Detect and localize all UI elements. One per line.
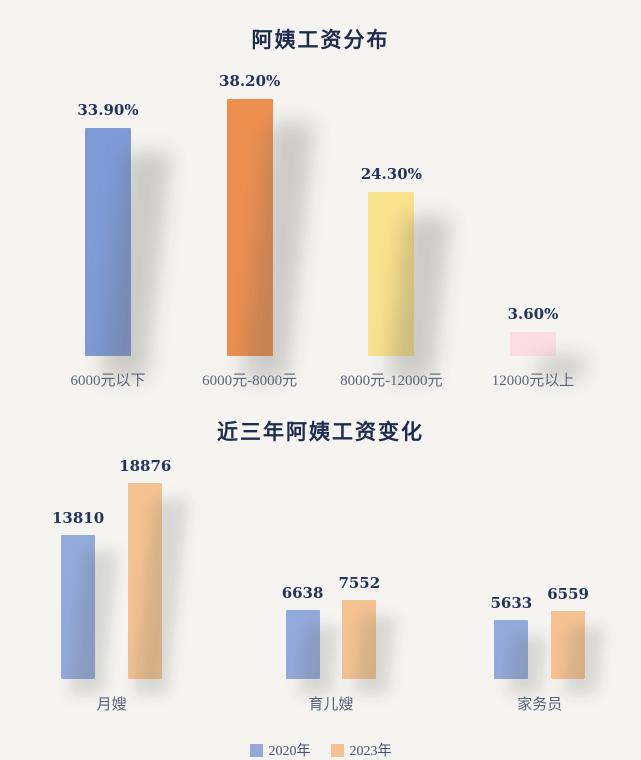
chart1-plot-area: 33.90% 6000元以下 38.20% 6000元-8000元 24.30%… xyxy=(0,60,641,390)
chart2-title: 近三年阿姨工资变化 xyxy=(217,420,424,444)
bar-col-2023: 18876 xyxy=(119,457,171,679)
group-housekeeper: 5633 6559 家务员 xyxy=(491,585,590,714)
bar-2023-childcare-nanny xyxy=(342,600,377,679)
bar-2020-housekeeper xyxy=(494,620,529,679)
bar-value-label: 38.20% xyxy=(219,72,281,90)
bar-2020-childcare-nanny xyxy=(285,610,320,679)
bar-group-over-12000: 3.60% 12000元以上 xyxy=(463,305,603,390)
legend-swatch-2023 xyxy=(330,743,344,757)
salary-change-chart: 近三年阿姨工资变化 13810 18876 月嫂 xyxy=(0,390,641,760)
bar-col-2020: 6638 xyxy=(281,584,324,679)
legend-item-2020: 2020年 xyxy=(249,740,311,760)
bar-value-label: 6559 xyxy=(547,585,589,603)
legend-swatch-2020 xyxy=(249,743,263,757)
chart2-plot-area: 13810 18876 月嫂 6638 xyxy=(0,456,641,714)
group-maternity-nurse: 13810 18876 月嫂 xyxy=(52,457,171,714)
category-label: 育儿嫂 xyxy=(308,697,354,713)
bar-pair: 6638 7552 xyxy=(281,574,380,679)
chart1-title: 阿姨工资分布 xyxy=(251,28,390,52)
chart2-legend: 2020年 2023年 xyxy=(0,740,641,760)
bar-col-2020: 13810 xyxy=(52,509,104,679)
bar-under-6000 xyxy=(85,128,131,356)
legend-label: 2023年 xyxy=(349,744,392,759)
bar-value-label: 13810 xyxy=(52,509,105,527)
category-label: 家务员 xyxy=(517,697,563,713)
bar-value-label: 6638 xyxy=(281,584,324,602)
bar-group-6000-8000: 38.20% 6000元-8000元 xyxy=(180,72,320,390)
bar-value-label: 7552 xyxy=(338,574,381,592)
salary-distribution-chart: 阿姨工资分布 33.90% 6000元以下 38.20% 6000元-8000元… xyxy=(0,10,641,390)
bar-col-2023: 7552 xyxy=(338,574,380,679)
bar-pair: 5633 6559 xyxy=(490,585,589,679)
category-label: 月嫂 xyxy=(96,697,127,713)
legend-label: 2020年 xyxy=(268,744,311,759)
bar-8000-12000 xyxy=(368,192,415,356)
bar-2020-maternity-nurse xyxy=(61,535,96,679)
bar-value-label: 5633 xyxy=(490,594,533,612)
bar-pair: 13810 18876 xyxy=(52,457,171,679)
bar-value-label: 24.30% xyxy=(360,165,422,183)
bar-value-label: 18876 xyxy=(119,457,172,475)
bar-group-under-6000: 33.90% 6000元以下 xyxy=(38,101,178,390)
bar-over-12000 xyxy=(509,332,556,356)
bar-col-2023: 6559 xyxy=(547,585,589,679)
bar-2023-housekeeper xyxy=(551,611,586,679)
bar-group-8000-12000: 24.30% 8000元-12000元 xyxy=(321,165,461,390)
legend-item-2023: 2023年 xyxy=(330,740,392,760)
group-childcare-nanny: 6638 7552 育儿嫂 xyxy=(282,574,381,714)
bar-value-label: 3.60% xyxy=(507,305,559,323)
bar-2023-maternity-nurse xyxy=(128,483,163,679)
bar-6000-8000 xyxy=(226,99,273,356)
bar-value-label: 33.90% xyxy=(77,101,139,119)
bar-col-2020: 5633 xyxy=(490,594,533,679)
